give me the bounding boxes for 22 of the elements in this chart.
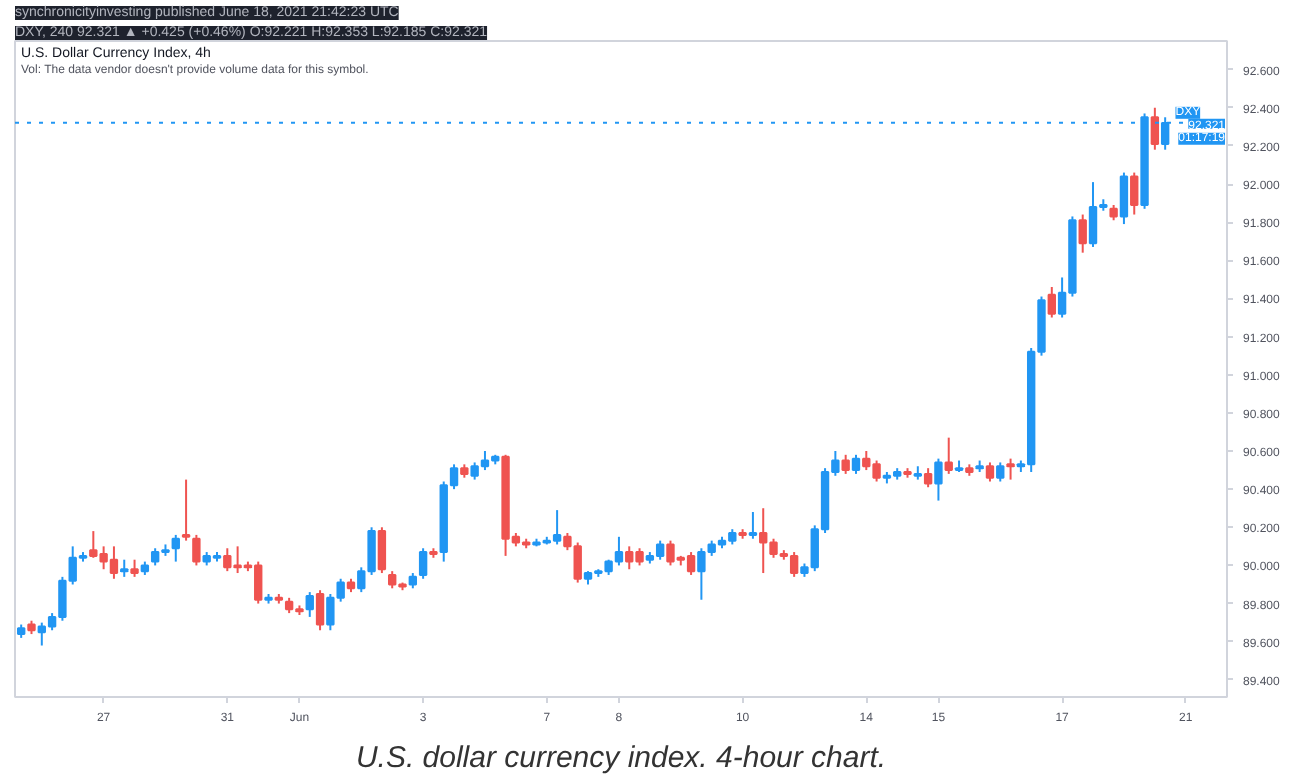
candlestick [1047, 286, 1056, 319]
candlestick [1006, 457, 1015, 481]
candlestick [315, 589, 325, 632]
candlestick [1130, 171, 1139, 216]
candlestick [985, 461, 995, 483]
candlestick [851, 453, 861, 475]
candlestick [996, 461, 1005, 483]
candlestick [192, 533, 201, 567]
candlestick [934, 457, 943, 502]
candlestick [305, 591, 314, 618]
candlestick [1078, 213, 1087, 254]
candlestick [841, 453, 850, 475]
candlestick [377, 526, 387, 575]
candlestick [1119, 171, 1129, 226]
candlestick [171, 533, 180, 563]
candlestick [1150, 106, 1160, 151]
candlestick [923, 467, 933, 489]
text: U.S. dollar currency index. 4-hour chart. [355, 741, 887, 775]
candlestick [418, 547, 428, 580]
candlestick [181, 478, 191, 542]
candlestick [944, 436, 953, 475]
candlestick [748, 511, 758, 540]
